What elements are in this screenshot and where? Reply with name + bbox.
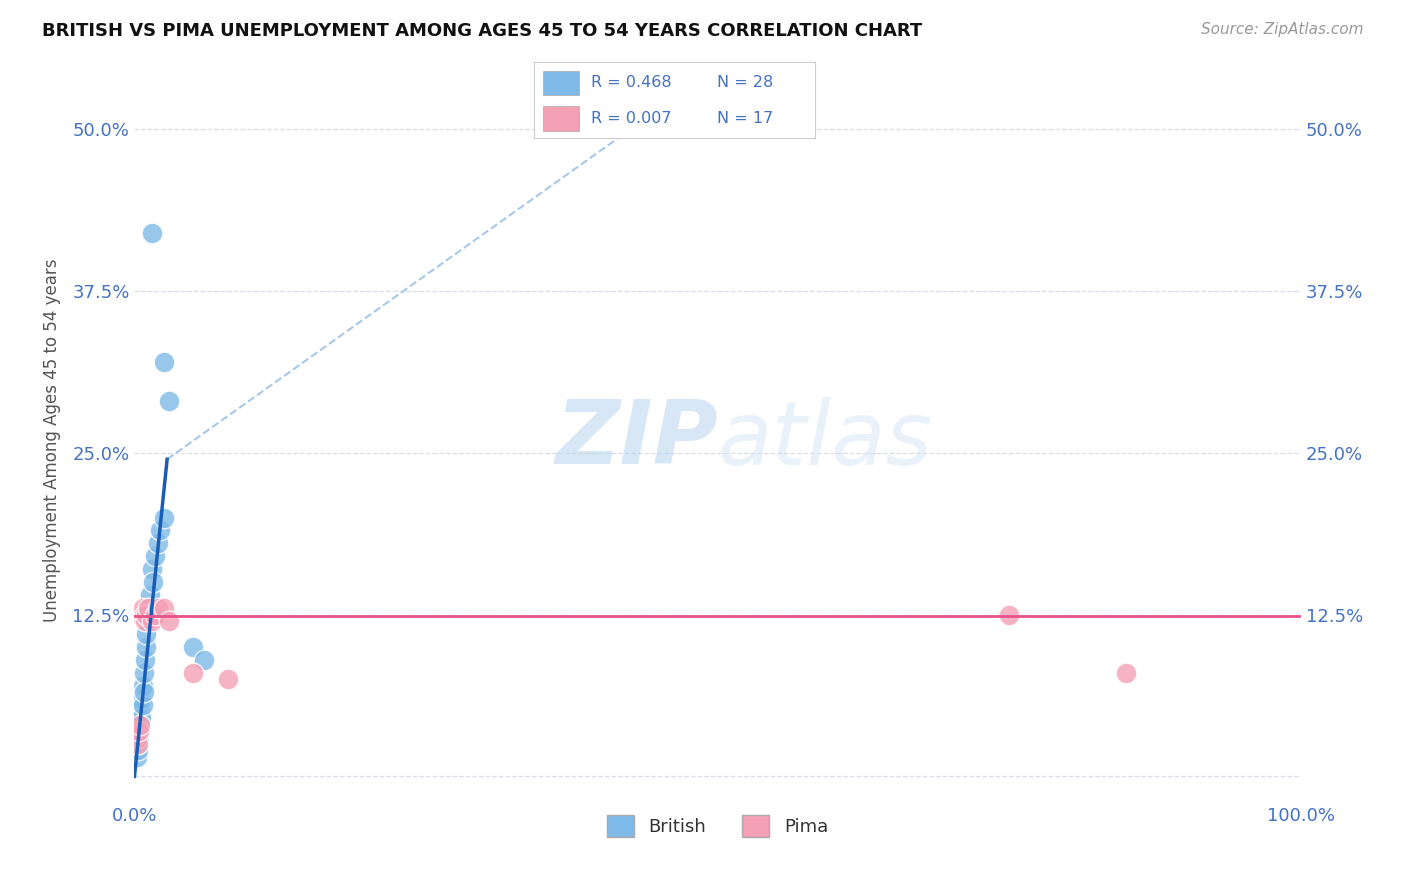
Text: ZIP: ZIP (555, 396, 717, 483)
Point (135, 640, 157, 654)
Point (132, 685, 155, 699)
Point (127, 737, 149, 751)
Point (135, 607, 157, 622)
FancyBboxPatch shape (543, 106, 579, 130)
Point (132, 665, 155, 680)
Point (152, 510, 174, 524)
Point (129, 705, 152, 719)
Point (128, 731, 150, 745)
Text: BRITISH VS PIMA UNEMPLOYMENT AMONG AGES 45 TO 54 YEARS CORRELATION CHART: BRITISH VS PIMA UNEMPLOYMENT AMONG AGES … (42, 22, 922, 40)
Text: R = 0.468: R = 0.468 (591, 76, 671, 90)
Point (998, 607, 1021, 622)
Point (181, 640, 204, 654)
Point (131, 711, 153, 725)
Point (159, 614, 181, 628)
Point (134, 614, 156, 628)
Point (127, 737, 149, 751)
Point (134, 653, 156, 667)
Y-axis label: Unemployment Among Ages 45 to 54 years: Unemployment Among Ages 45 to 54 years (44, 258, 60, 622)
Point (141, 614, 163, 628)
Point (149, 524, 172, 538)
Point (146, 536, 169, 550)
Point (129, 724, 152, 739)
Point (125, 731, 148, 745)
Point (138, 601, 160, 615)
Point (152, 355, 174, 369)
Point (159, 394, 181, 409)
Point (141, 562, 163, 576)
Text: atlas: atlas (717, 397, 932, 483)
Point (136, 614, 159, 628)
Point (146, 601, 169, 615)
Point (128, 724, 150, 739)
Point (138, 588, 160, 602)
Point (181, 665, 204, 680)
Point (135, 627, 157, 641)
Point (152, 601, 174, 615)
Point (141, 226, 163, 240)
Point (128, 717, 150, 731)
Text: R = 0.007: R = 0.007 (591, 111, 671, 126)
Text: N = 28: N = 28 (717, 76, 773, 90)
Text: N = 17: N = 17 (717, 111, 773, 126)
Point (1115, 665, 1137, 680)
Legend: British, Pima: British, Pima (600, 807, 835, 844)
Point (129, 717, 152, 731)
Point (131, 607, 153, 622)
Point (132, 607, 155, 622)
Point (142, 575, 165, 590)
Point (193, 653, 215, 667)
Point (131, 691, 153, 706)
Point (138, 601, 160, 615)
Point (125, 750, 148, 764)
FancyBboxPatch shape (543, 70, 579, 95)
Point (131, 679, 153, 693)
Point (217, 673, 239, 687)
Text: Source: ZipAtlas.com: Source: ZipAtlas.com (1201, 22, 1364, 37)
Point (127, 743, 149, 757)
Point (145, 607, 167, 622)
Point (131, 601, 153, 615)
Point (145, 549, 167, 564)
Point (131, 698, 153, 713)
